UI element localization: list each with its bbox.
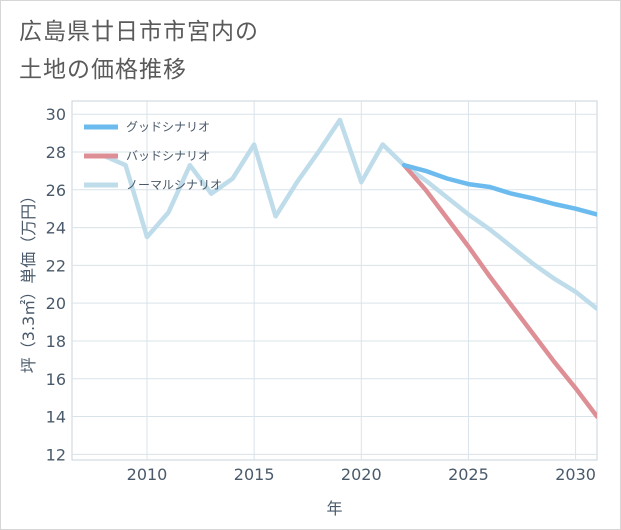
page-title: 広島県廿日市市宮内の 土地の価格推移 <box>19 13 259 89</box>
x-tick-label: 2010 <box>127 465 168 484</box>
legend-label-1: バッドシナリオ <box>126 149 210 163</box>
y-tick-label: 28 <box>46 143 66 162</box>
y-axis-title: 坪（3.3㎡）単価（万円） <box>19 188 38 373</box>
x-tick-label: 2030 <box>555 465 596 484</box>
y-tick-label: 26 <box>46 181 66 200</box>
legend-label-2: ノーマルシナリオ <box>126 178 222 192</box>
x-tick-label: 2020 <box>341 465 382 484</box>
y-tick-label: 30 <box>46 105 66 124</box>
x-tick-label: 2015 <box>234 465 275 484</box>
y-tick-label: 12 <box>46 445 66 464</box>
y-tick-label: 22 <box>46 256 66 275</box>
y-tick-label: 20 <box>46 294 66 313</box>
y-tick-label: 16 <box>46 370 66 389</box>
title-line-1: 広島県廿日市市宮内の <box>19 19 259 45</box>
plot-area <box>71 100 598 461</box>
legend-label-0: グッドシナリオ <box>126 120 210 134</box>
series-line-1 <box>401 162 597 419</box>
series-line-2 <box>101 117 597 312</box>
y-tick-label: 18 <box>46 332 66 351</box>
x-tick-label: 2025 <box>448 465 489 484</box>
y-tick-label: 24 <box>46 219 66 238</box>
series-line-0 <box>401 162 597 217</box>
x-axis-title: 年 <box>326 499 342 518</box>
title-line-2: 土地の価格推移 <box>19 57 187 83</box>
y-tick-label: 14 <box>46 408 66 427</box>
